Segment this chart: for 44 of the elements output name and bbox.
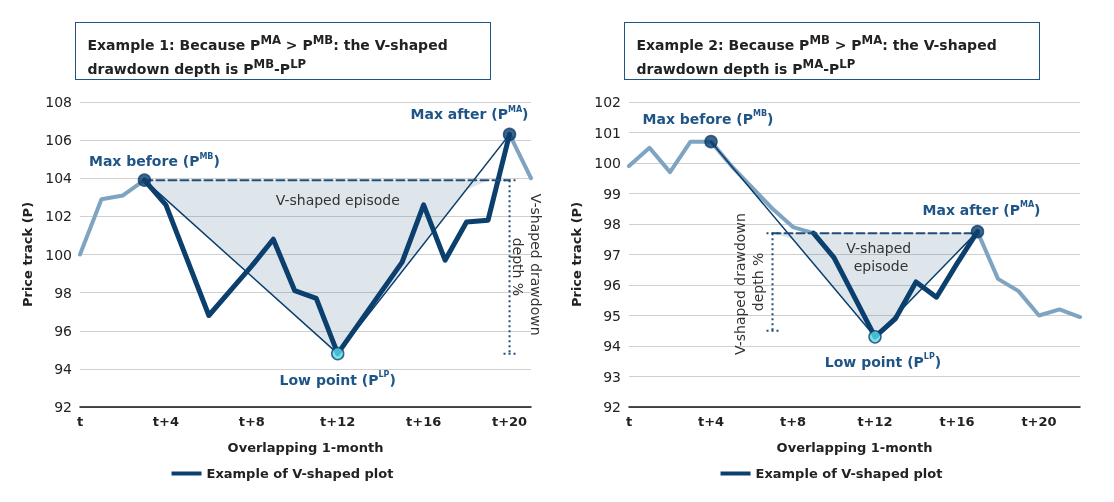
y-tick-label: 100 (45, 246, 72, 263)
y-tick-label: 106 (45, 132, 73, 149)
y-tick-label: 92 (603, 399, 621, 415)
y-tick-label: 100 (594, 155, 621, 171)
y-tick-label: 95 (603, 307, 621, 324)
chart-title: Example 2: Because P$^{MB}$ > P$^{MA}$: the V-shaped drawdown depth is P$^{MA}$-P$^{LP}$ (636, 33, 997, 77)
chart-title: Example 1: Because P$^{MA}$ > P$^{MB}$: the V-shaped drawdown depth is P$^{MB}$-P$^{LP}$ (87, 33, 448, 77)
x-tick-label: t+8 (238, 414, 265, 429)
y-tick-label: 108 (45, 94, 72, 110)
y-tick-label: 101 (594, 124, 621, 141)
y-tick-label: 104 (45, 170, 73, 187)
x-axis-title: Overlapping 1-month (227, 440, 384, 455)
x-tick-label: t+20 (1021, 414, 1057, 429)
legend-label: Example of V-shaped plot (755, 466, 943, 481)
y-tick-label: 99 (603, 185, 621, 202)
y-tick-label: 98 (54, 284, 72, 301)
y-tick-label: 98 (603, 216, 621, 232)
x-tick-label: t+4 (152, 414, 179, 429)
y-axis-title: Price track (P) (20, 201, 36, 308)
y-tick-label: 102 (45, 208, 72, 225)
annotation: V-shaped drawdown depth % (731, 208, 766, 356)
y-tick-label: 92 (54, 399, 72, 415)
y-tick-label: 96 (603, 277, 622, 293)
legend-label: Example of V-shaped plot (206, 466, 394, 481)
x-tick-label: t+20 (491, 414, 528, 429)
y-tick-label: 94 (54, 360, 73, 377)
annotation: V-shaped episode (275, 192, 400, 209)
x-tick-label: t+8 (779, 414, 807, 429)
annotation: V-shaped drawdown depth % (509, 193, 544, 341)
x-tick-label: t+12 (320, 414, 356, 429)
y-tick-label: 102 (594, 94, 621, 110)
y-tick-label: 96 (54, 322, 73, 339)
y-axis-title: Price track (P) (569, 201, 585, 308)
x-tick-label: t+4 (697, 414, 725, 429)
y-tick-label: 94 (603, 338, 622, 354)
x-tick-label: t+16 (406, 414, 442, 429)
x-tick-label: t (625, 414, 633, 429)
y-tick-label: 93 (603, 368, 621, 385)
y-tick-label: 97 (603, 246, 621, 263)
x-tick-label: t+16 (939, 414, 975, 429)
x-axis-title: Overlapping 1-month (776, 440, 933, 455)
x-tick-label: t+12 (857, 414, 893, 429)
x-tick-label: t (76, 414, 84, 429)
annotation: V-shaped episode (846, 240, 916, 275)
